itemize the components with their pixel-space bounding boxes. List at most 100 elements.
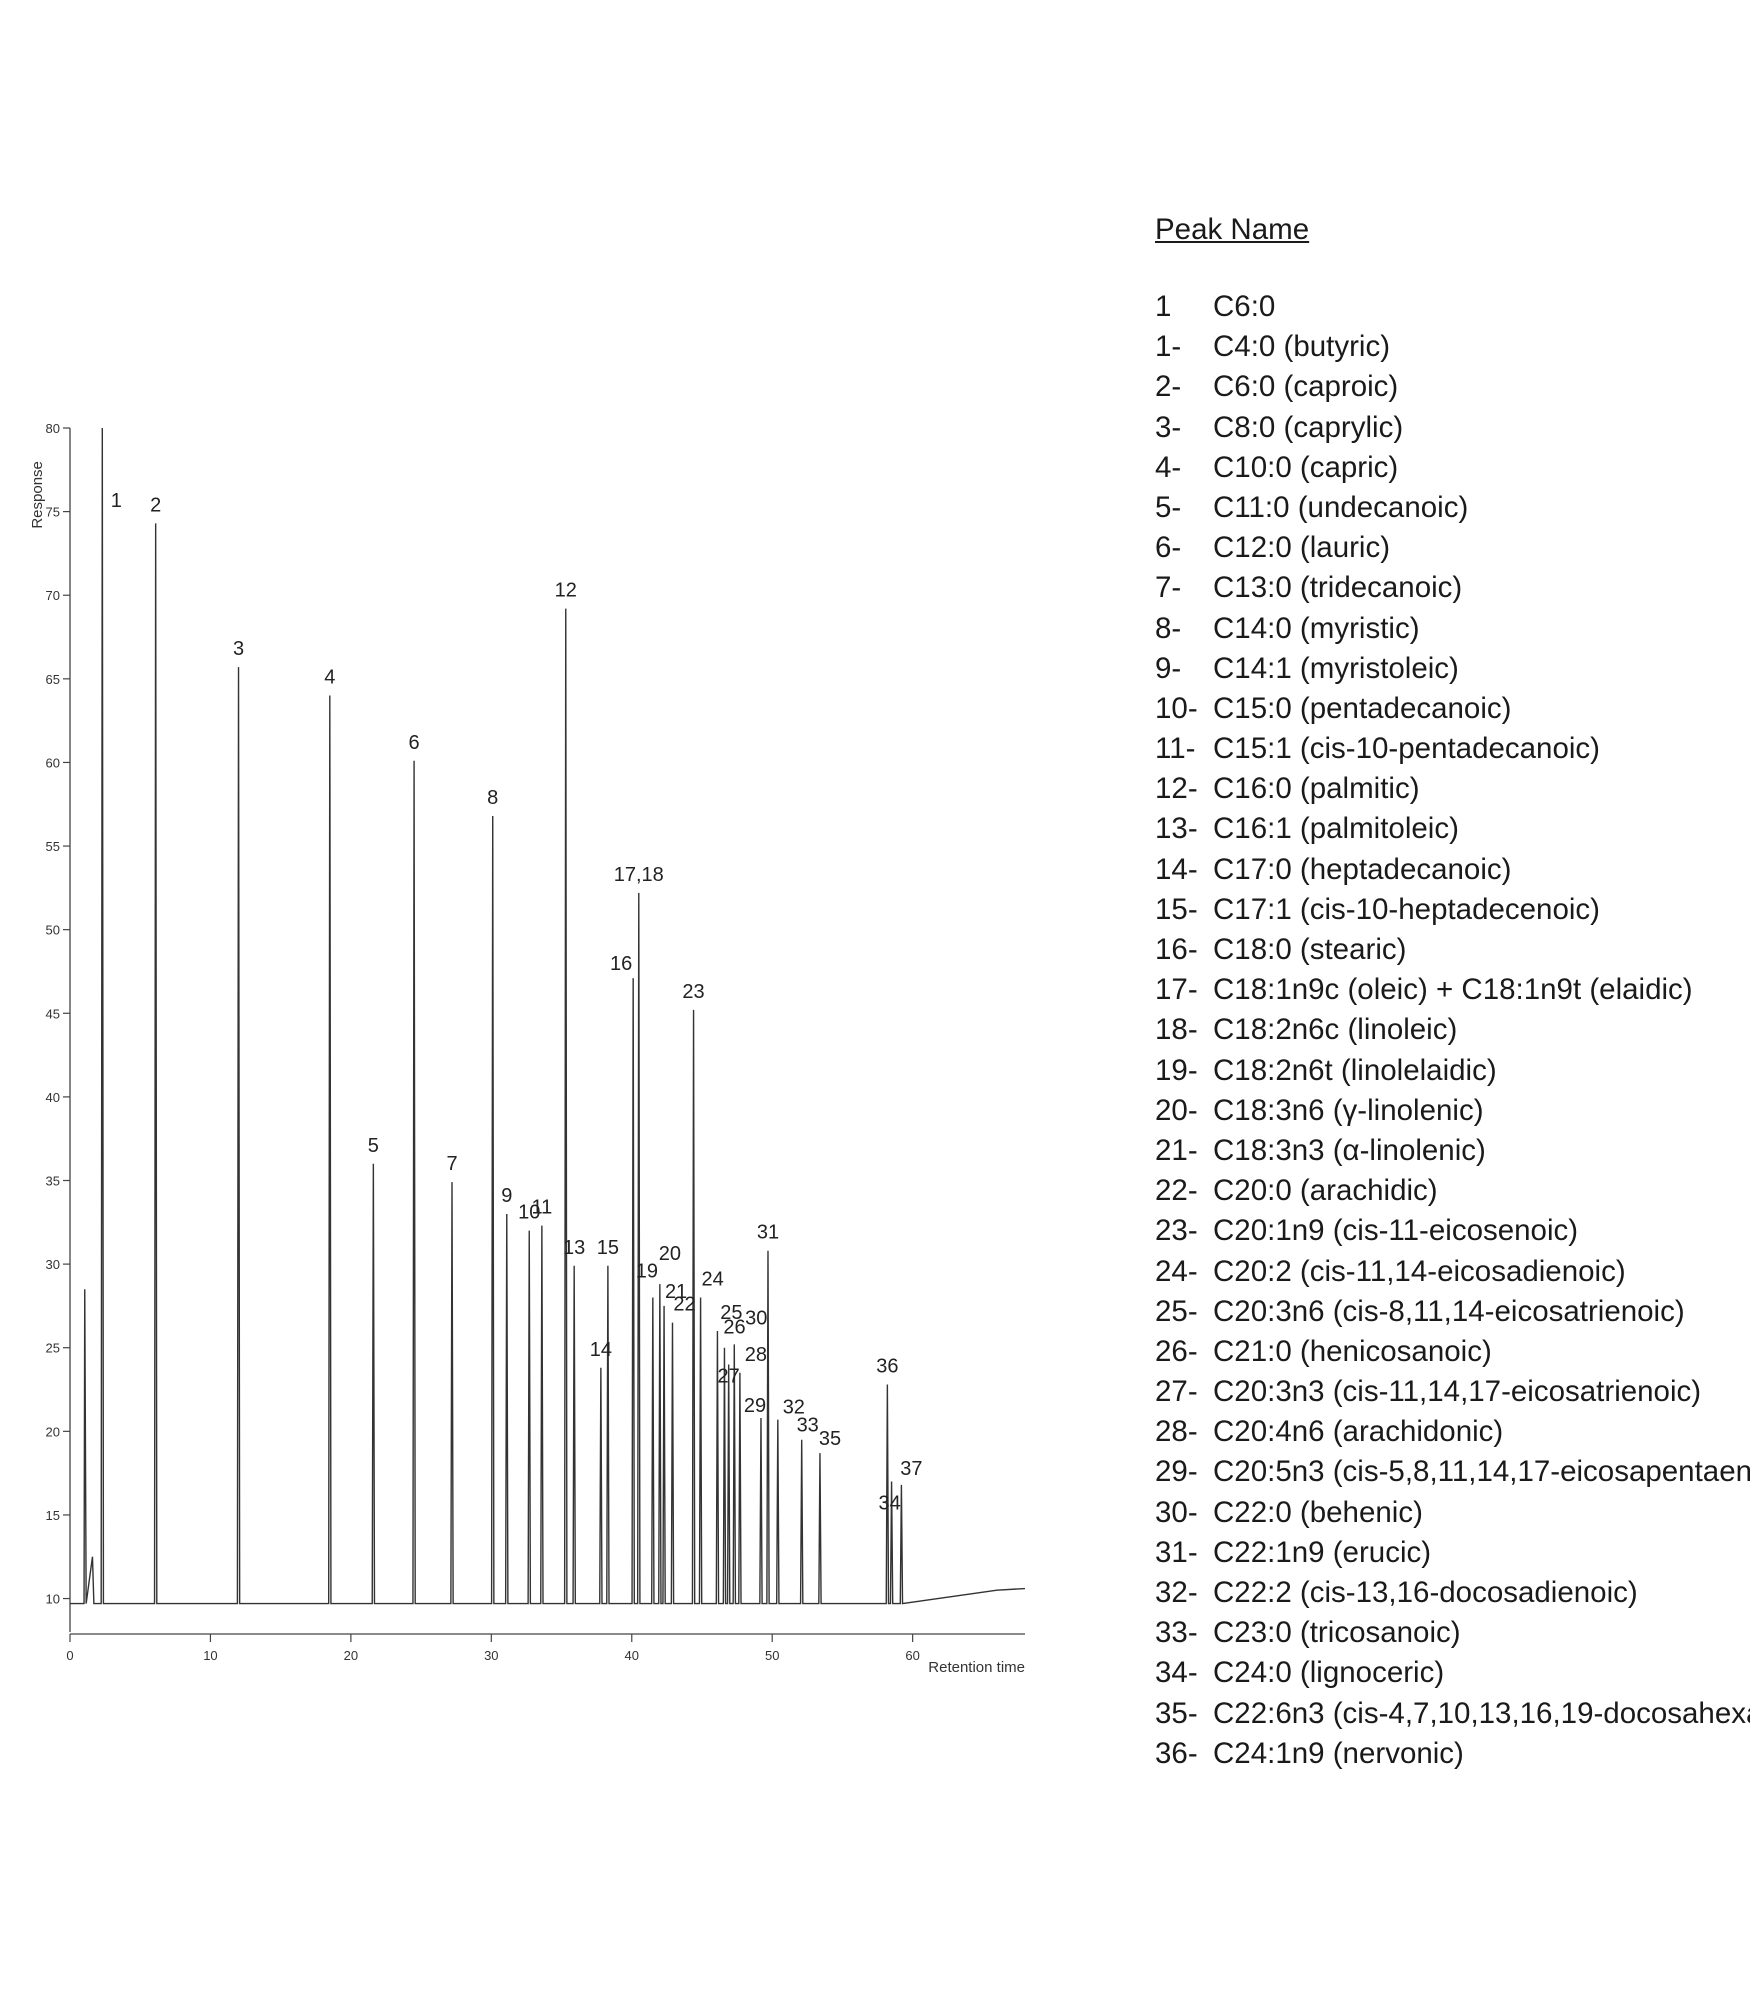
y-tick-label: 20 bbox=[46, 1424, 60, 1439]
x-tick-label: 50 bbox=[765, 1648, 779, 1663]
peak-label: 20 bbox=[659, 1243, 681, 1265]
legend-item-name: C17:0 (heptadecanoic) bbox=[1213, 852, 1512, 886]
y-tick-label: 55 bbox=[46, 839, 60, 854]
legend-item: 1 C6:0 bbox=[1155, 287, 1750, 327]
peak-label: 31 bbox=[757, 1222, 779, 1244]
legend-item-number: 25- bbox=[1155, 1294, 1198, 1328]
legend-item: 7- C13:0 (tridecanoic) bbox=[1155, 568, 1750, 608]
legend-item-name: C22:0 (behenic) bbox=[1213, 1495, 1423, 1529]
peak-label: 37 bbox=[900, 1458, 922, 1480]
legend-item: 26- C21:0 (henicosanoic) bbox=[1155, 1332, 1750, 1372]
peak-label: 3 bbox=[233, 638, 244, 660]
y-tick-label: 35 bbox=[46, 1174, 60, 1189]
legend-item-number: 21- bbox=[1155, 1133, 1198, 1167]
legend-item-number: 28- bbox=[1155, 1415, 1198, 1449]
legend-item: 2- C6:0 (caproic) bbox=[1155, 367, 1750, 407]
peak-label: 34 bbox=[878, 1493, 900, 1515]
legend-item-number: 19- bbox=[1155, 1053, 1198, 1087]
legend-item-name: C13:0 (tridecanoic) bbox=[1213, 571, 1463, 605]
legend-item-number: 32- bbox=[1155, 1576, 1198, 1609]
legend-item: 35- C22:6n3 (cis-4,7,10,13,16,19-docosahe… bbox=[1155, 1694, 1750, 1734]
legend-item-name: C24:0 (lignoceric) bbox=[1213, 1656, 1445, 1690]
legend-item: 31- C22:1n9 (erucic) bbox=[1155, 1533, 1750, 1573]
legend-item: 20- C18:3n6 (γ-linolenic) bbox=[1155, 1091, 1750, 1131]
peak-label: 8 bbox=[487, 787, 498, 809]
legend-item-number: 13- bbox=[1155, 812, 1198, 846]
legend-item: 21- C18:3n3 (α-linolenic) bbox=[1155, 1131, 1750, 1171]
legend-item-name: C11:0 (undecanoic) bbox=[1213, 490, 1469, 524]
legend-item-number: 34- bbox=[1155, 1656, 1198, 1690]
legend-item-number: 9- bbox=[1155, 651, 1182, 685]
x-axis-label: Retention time bbox=[928, 1659, 1025, 1676]
peak-label: 10 bbox=[518, 1202, 540, 1224]
legend-item: 28- C20:4n6 (arachidonic) bbox=[1155, 1412, 1750, 1452]
legend-list: 1 C6:0 1- C4:0 (butyric) 2- C6:0 (caproic) 3- C… bbox=[1155, 287, 1750, 1774]
legend-item-name: C10:0 (capric) bbox=[1213, 450, 1399, 484]
legend-title: Peak Name bbox=[1155, 213, 1310, 246]
y-tick-label: 15 bbox=[46, 1508, 60, 1523]
peak-label: 17,18 bbox=[614, 864, 664, 886]
y-axis: 10 15 20 25 30 35 40 45 50 55 60 65 70 75 80 bbox=[46, 421, 71, 1632]
peak-label: 28 bbox=[745, 1344, 767, 1366]
x-tick-label: 40 bbox=[625, 1648, 639, 1663]
y-tick-label: 65 bbox=[46, 672, 60, 687]
legend-item: 11- C15:1 (cis-10-pentadecanoic) bbox=[1155, 729, 1750, 769]
legend-item-number: 26- bbox=[1155, 1334, 1198, 1368]
legend-item-number: 33- bbox=[1155, 1616, 1198, 1650]
peak-label: 32 bbox=[783, 1397, 805, 1419]
legend-item-number: 14- bbox=[1155, 852, 1198, 886]
legend-item: 16- C18:0 (stearic) bbox=[1155, 930, 1750, 970]
legend-item-name: C6:0 (caproic) bbox=[1213, 370, 1399, 404]
legend-item-number: 1 bbox=[1155, 290, 1172, 323]
peak-label: 29 bbox=[744, 1395, 766, 1417]
legend-item-number: 23- bbox=[1155, 1214, 1198, 1248]
legend-item: 24- C20:2 (cis-11,14-eicosadienoic) bbox=[1155, 1252, 1750, 1292]
peak-label: 16 bbox=[610, 953, 632, 975]
legend-item-number: 35- bbox=[1155, 1696, 1198, 1730]
legend-item: 15- C17:1 (cis-10-heptadecenoic) bbox=[1155, 890, 1750, 930]
x-tick-label: 30 bbox=[484, 1648, 498, 1663]
peak-label: 9 bbox=[501, 1185, 512, 1207]
peak-label: 21 bbox=[665, 1281, 687, 1303]
legend-item-number: 7- bbox=[1155, 571, 1182, 605]
y-tick-label: 75 bbox=[46, 505, 60, 520]
legend-item-number: 3- bbox=[1155, 410, 1182, 444]
legend-item: 18- C18:2n6c (linoleic) bbox=[1155, 1010, 1750, 1050]
legend-item: 9- C14:1 (myristoleic) bbox=[1155, 649, 1750, 689]
legend-item-name: C14:0 (myristic) bbox=[1213, 611, 1420, 645]
legend-item-number: 36- bbox=[1155, 1736, 1198, 1770]
legend-item-number: 20- bbox=[1155, 1093, 1198, 1127]
legend-item-name: C20:0 (arachidic) bbox=[1213, 1174, 1438, 1208]
legend-item: 4- C10:0 (capric) bbox=[1155, 448, 1750, 488]
peak-label: 23 bbox=[682, 981, 704, 1003]
legend-item-name: C12:0 (lauric) bbox=[1213, 531, 1391, 565]
peak-label: 14 bbox=[590, 1339, 612, 1361]
peak-label: 13 bbox=[563, 1237, 585, 1259]
peak-label: 15 bbox=[597, 1237, 619, 1259]
legend-item-name: C17:1 (cis-10-heptadecenoic) bbox=[1213, 892, 1600, 926]
legend-item-number: 4- bbox=[1155, 450, 1182, 484]
legend-item: 27- C20:3n3 (cis-11,14,17-eicosatrienoic) bbox=[1155, 1372, 1750, 1412]
peak-label: 27 bbox=[718, 1365, 740, 1387]
y-tick-label: 30 bbox=[46, 1257, 60, 1272]
peak-legend: Peak Name 1 C6:0 1- C4:0 (butyric) 2- C6:0 (c… bbox=[1155, 213, 1750, 1774]
y-tick-label: 40 bbox=[46, 1090, 60, 1105]
y-tick-label: 60 bbox=[46, 755, 60, 770]
legend-item-name: C18:2n6c (linoleic) bbox=[1213, 1013, 1458, 1047]
legend-item-name: C16:1 (palmitoleic) bbox=[1213, 812, 1459, 846]
legend-item: 17- C18:1n9c (oleic) + C18:1n9t (elaidic) bbox=[1155, 970, 1750, 1010]
legend-item: 29- C20:5n3 (cis-5,8,11,14,17-eicosapenta… bbox=[1155, 1452, 1750, 1492]
x-tick-label: 20 bbox=[344, 1648, 358, 1663]
legend-item-name: C22:6n3 (cis-4,7,10,13,16,19-docosahexae… bbox=[1213, 1696, 1750, 1730]
peak-label: 33 bbox=[797, 1415, 819, 1437]
legend-item: 8- C14:0 (myristic) bbox=[1155, 609, 1750, 649]
legend-item-name: C14:1 (myristoleic) bbox=[1213, 651, 1459, 685]
legend-item: 6- C12:0 (lauric) bbox=[1155, 528, 1750, 568]
legend-item-name: C20:1n9 (cis-11-eicosenoic) bbox=[1213, 1214, 1579, 1248]
legend-item: 33- C23:0 (tricosanoic) bbox=[1155, 1613, 1750, 1653]
legend-item-number: 8- bbox=[1155, 611, 1182, 645]
legend-item-name: C6:0 bbox=[1213, 290, 1276, 323]
legend-item-number: 12- bbox=[1155, 772, 1198, 806]
legend-item-name: C15:0 (pentadecanoic) bbox=[1213, 691, 1512, 725]
